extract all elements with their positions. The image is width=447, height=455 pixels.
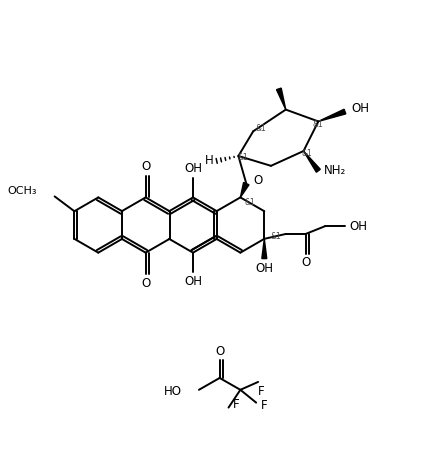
Text: O: O xyxy=(215,345,224,358)
Text: &1: &1 xyxy=(256,124,266,133)
Text: OH: OH xyxy=(349,219,367,233)
Text: &1: &1 xyxy=(301,150,312,158)
Text: H: H xyxy=(204,154,213,167)
Text: F: F xyxy=(233,398,240,411)
Text: &1: &1 xyxy=(245,198,256,207)
Text: O: O xyxy=(141,160,150,173)
Polygon shape xyxy=(318,109,346,121)
Text: OH: OH xyxy=(352,102,370,115)
Text: OH: OH xyxy=(184,275,202,288)
Polygon shape xyxy=(277,88,286,110)
Text: O: O xyxy=(301,256,310,269)
Polygon shape xyxy=(304,151,320,172)
Polygon shape xyxy=(240,182,249,197)
Text: OCH₃: OCH₃ xyxy=(7,187,37,197)
Polygon shape xyxy=(262,239,267,258)
Text: NH₂: NH₂ xyxy=(324,164,346,177)
Text: &1: &1 xyxy=(313,120,324,129)
Text: &1: &1 xyxy=(271,233,282,241)
Text: F: F xyxy=(261,399,267,412)
Text: HO: HO xyxy=(164,385,182,398)
Text: OH: OH xyxy=(184,162,202,175)
Text: F: F xyxy=(258,385,265,398)
Text: OH: OH xyxy=(255,262,273,275)
Text: &1: &1 xyxy=(238,153,249,162)
Text: O: O xyxy=(253,174,263,187)
Text: O: O xyxy=(141,277,150,290)
